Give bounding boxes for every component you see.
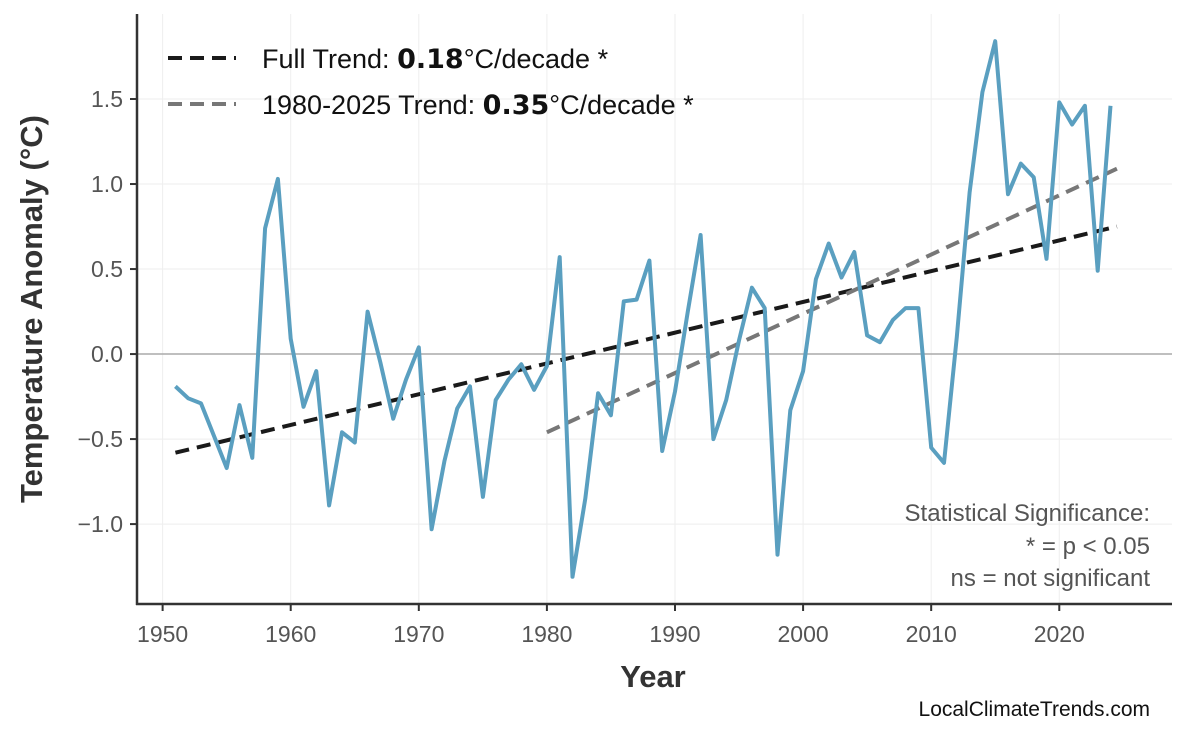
legend-full-trend: Full Trend: 0.18°C/decade * [262,44,609,75]
x-tick-label: 1980 [521,621,572,647]
axes [135,14,1172,606]
recent-trend-line [546,166,1118,435]
x-tick-label: 2000 [778,621,829,647]
x-ticks: 1950 1960 1970 1980 1990 2000 2010 2020 [137,604,1085,647]
credit-text: LocalClimateTrends.com [919,698,1150,721]
series-line [174,39,1113,579]
x-tick-label: 1990 [649,621,700,647]
x-tick-label: 1970 [393,621,444,647]
y-axis-label: Temperature Anomaly (°C) [14,115,49,503]
y-tick-label: 1.0 [91,171,123,197]
annotation-ns: ns = not significant [951,565,1151,592]
y-ticks: −1.0 −0.5 0.0 0.5 1.0 1.5 [78,86,137,537]
y-tick-label: 1.5 [91,86,123,112]
annotation-significance: Statistical Significance: [905,500,1150,527]
x-axis-label: Year [620,659,686,694]
x-tick-label: 2020 [1034,621,1085,647]
y-tick-label: −1.0 [78,511,123,537]
y-tick-label: −0.5 [78,426,123,452]
y-tick-label: 0.0 [91,341,123,367]
annotation-p-value: * = p < 0.05 [1026,533,1150,560]
legend-recent-trend: 1980-2025 Trend: 0.35°C/decade * [262,90,694,121]
legend: Full Trend: 0.18°C/decade * 1980-2025 Tr… [168,44,694,121]
x-tick-label: 1960 [265,621,316,647]
x-tick-label: 1950 [137,621,188,647]
x-tick-label: 2010 [906,621,957,647]
y-tick-label: 0.5 [91,256,123,282]
full-trend-line [174,224,1118,455]
trend-lines [174,166,1118,455]
